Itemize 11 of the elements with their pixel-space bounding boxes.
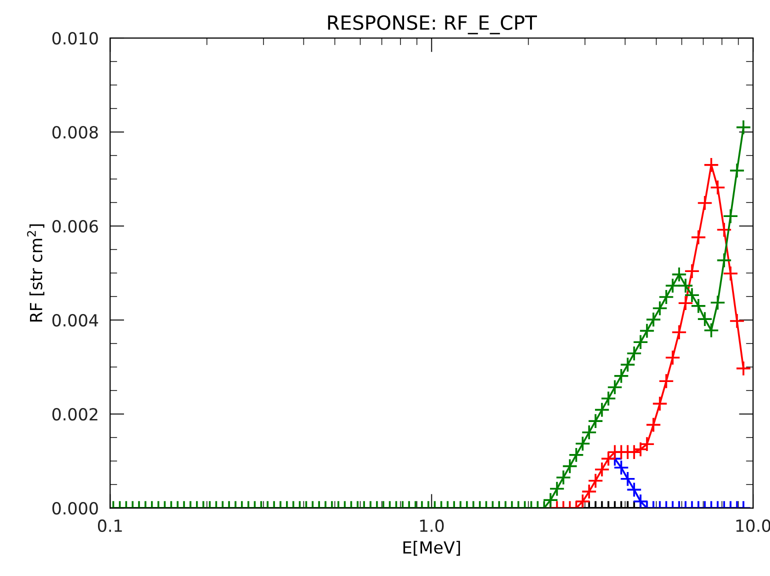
y-axis-title: RF [str cm$^{2}$]: [27, 224, 44, 322]
y-tick-label: 0.008: [52, 126, 98, 139]
y-tick-label: 0.006: [52, 220, 98, 233]
x-axis-title: E[MeV]: [403, 540, 460, 556]
x-tick-label: 0.1: [98, 519, 122, 532]
x-tick-label: 1.0: [420, 519, 444, 532]
y-tick-label: 0.010: [52, 32, 98, 45]
y-tick-label: 0.002: [52, 408, 98, 421]
chart-title: RESPONSE: RF_E_CPT: [328, 15, 537, 34]
y-tick-label: 0.004: [52, 314, 98, 327]
y-tick-label: 0.000: [52, 502, 98, 515]
